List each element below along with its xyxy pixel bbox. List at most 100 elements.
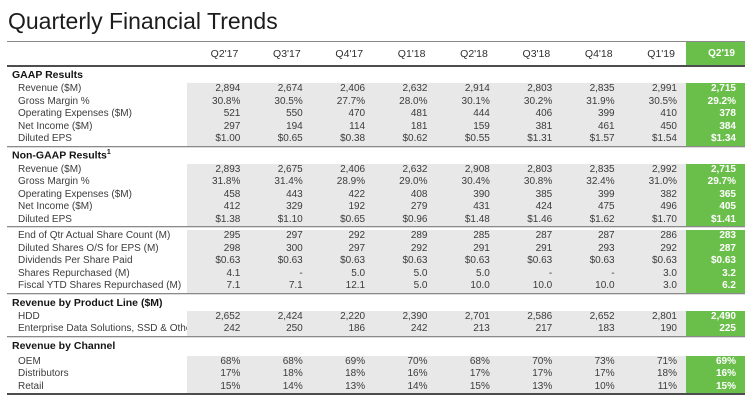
cell: 410 [623, 108, 686, 121]
cell: 2,701 [436, 310, 499, 323]
cell: 27.7% [311, 95, 375, 108]
cell: 213 [436, 323, 499, 336]
cell: 2,406 [311, 163, 375, 176]
cell: 159 [436, 120, 499, 133]
cell: 300 [249, 242, 312, 255]
cell: 30.1% [436, 95, 499, 108]
page-title: Quarterly Financial Trends [8, 8, 278, 34]
cell: 292 [374, 242, 437, 255]
cell: 2,652 [561, 310, 624, 323]
cell: 14% [249, 380, 312, 393]
cell: 30.2% [498, 95, 562, 108]
cell: 183 [561, 323, 624, 336]
table-row: Gross Margin % 31.8% 31.4% 28.9% 29.0% 30.4% 3… [7, 176, 745, 189]
row-label: Diluted EPS [18, 133, 72, 144]
cell: 399 [561, 188, 624, 201]
cell: 279 [374, 201, 437, 214]
cell: 422 [311, 188, 375, 201]
cell: 11% [623, 380, 686, 393]
table-row: Operating Expenses ($M) 458 443 422 408 390 38… [7, 188, 745, 201]
cell: 181 [374, 120, 437, 133]
cell: $0.63 [623, 255, 686, 268]
column-header-highlight: Q2'19 [686, 42, 745, 65]
cell: 18% [311, 368, 375, 381]
cell: 68% [249, 355, 312, 368]
cell: 2,674 [249, 83, 312, 96]
cell: $0.65 [249, 133, 312, 146]
cell: 17% [561, 368, 624, 381]
cell: 2,675 [249, 163, 312, 176]
cell: 295 [187, 230, 250, 243]
cell: 2,390 [374, 310, 437, 323]
cell: 2,803 [498, 83, 562, 96]
cell: 69% [311, 355, 375, 368]
row-label: End of Qtr Actual Share Count (M) [18, 230, 171, 241]
cell: 443 [249, 188, 312, 201]
cell: 5.0 [374, 280, 437, 293]
highlight-cell: 6.2 [686, 280, 745, 293]
cell: 329 [249, 201, 312, 214]
section-title-row: Revenue by Channel [7, 338, 745, 354]
cell: 2,835 [561, 163, 624, 176]
cell: $1.62 [561, 213, 624, 226]
cell: 7.1 [187, 280, 250, 293]
highlight-cell: 16% [686, 368, 745, 381]
cell: 17% [436, 368, 499, 381]
cell: 73% [561, 355, 624, 368]
cell: 16% [374, 368, 437, 381]
cell: 2,220 [311, 310, 375, 323]
cell: 13% [311, 380, 375, 393]
section-title-row: GAAP Results [7, 67, 745, 83]
table-row: Diluted EPS $1.00 $0.65 $0.38 $0.62 $0.55 $1.3… [7, 133, 745, 146]
row-label: Operating Expenses ($M) [18, 188, 132, 200]
cell: 14% [374, 380, 437, 393]
column-header: Q4'17 [335, 47, 364, 60]
table-row: Net Income ($M) 297 194 114 181 159 381 461 450 3… [7, 120, 745, 133]
row-label: Distributors [18, 368, 69, 379]
cell: 521 [187, 108, 250, 121]
cell: 242 [187, 323, 250, 336]
cell: $1.46 [498, 213, 562, 226]
cell: $1.70 [623, 213, 686, 226]
highlight-cell: 3.2 [686, 267, 745, 280]
cell: 2,908 [436, 163, 499, 176]
row-label: Retail [18, 380, 44, 392]
cell: 17% [187, 368, 250, 381]
table-row: Distributors 17% 18% 18% 16% 17% 17% 17% 18% 16% [7, 368, 745, 381]
cell: $0.55 [436, 133, 499, 146]
cell: 291 [436, 242, 499, 255]
cell: 242 [374, 323, 437, 336]
table-row: Shares Repurchased (M) 4.1-5.0 5.0 5.0- -3.0… [7, 267, 745, 280]
cell: 444 [436, 108, 499, 121]
table-row: Fiscal YTD Shares Repurchased (M) 7.1 7.1 1… [7, 280, 745, 293]
row-label: Net Income ($M) [18, 201, 93, 212]
column-header: Q2'18 [460, 47, 488, 60]
cell: 30.5% [623, 95, 686, 108]
cell: - [561, 267, 624, 280]
table-row: Net Income ($M) 412 329 192 279 431 424 475 496 4… [7, 201, 745, 214]
cell: 70% [498, 355, 562, 368]
row-label: Operating Expenses ($M) [18, 108, 132, 119]
cell: 297 [311, 242, 375, 255]
cell: 15% [187, 380, 250, 393]
cell: 15% [436, 380, 499, 393]
table-row: Revenue ($M) 2,893 2,675 2,406 2,632 2,908 2,8… [7, 163, 745, 176]
column-header: Q1'19 [647, 47, 675, 60]
cell: 292 [623, 242, 686, 255]
cell: $1.54 [623, 133, 686, 146]
table-row: Dividends Per Share Paid $0.63 $0.63 $0.63 $… [7, 255, 745, 268]
section-title: GAAP Results [12, 69, 83, 81]
table-row: Diluted EPS $1.38 $1.10 $0.65 $0.96 $1.48 $1.4… [7, 213, 745, 226]
cell: 250 [249, 323, 312, 336]
cell: 2,803 [498, 163, 562, 176]
cell: $1.48 [436, 213, 499, 226]
section-title: Non-GAAP Results1 [12, 149, 111, 162]
cell: 10.0 [498, 280, 562, 293]
highlight-cell: $1.41 [686, 213, 745, 226]
table-row: OEM 68% 68% 69% 70% 68% 70% 73% 71% 69% [7, 355, 745, 368]
cell: 7.1 [249, 280, 312, 293]
cell: 70% [374, 355, 437, 368]
cell: 2,652 [187, 310, 250, 323]
cell: 31.8% [187, 176, 250, 189]
